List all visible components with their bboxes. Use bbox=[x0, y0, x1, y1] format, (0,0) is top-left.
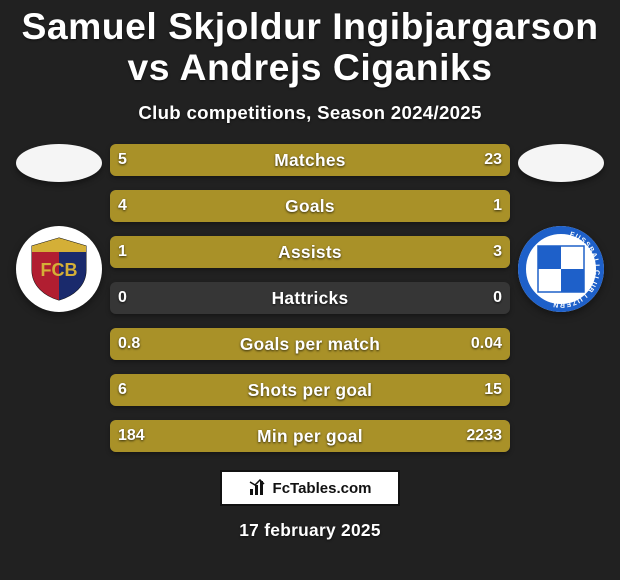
stat-label: Matches bbox=[110, 144, 510, 176]
stat-label: Shots per goal bbox=[110, 374, 510, 406]
stat-value-left: 1 bbox=[110, 236, 135, 268]
right-club-badge: FUSSBALLCLUB LUZERN bbox=[518, 226, 604, 312]
left-player-photo-placeholder bbox=[16, 144, 102, 182]
bar-chart-icon bbox=[249, 479, 267, 497]
stat-row: Shots per goal6 15 bbox=[110, 374, 510, 406]
stat-value-left: 0.8 bbox=[110, 328, 148, 360]
stat-label: Hattricks bbox=[110, 282, 510, 314]
stat-label: Goals bbox=[110, 190, 510, 222]
stat-value-right: 0 bbox=[485, 282, 510, 314]
stat-value-left: 184 bbox=[110, 420, 153, 452]
stat-value-left: 5 bbox=[110, 144, 135, 176]
stat-label: Goals per match bbox=[110, 328, 510, 360]
left-club-badge: FCB bbox=[16, 226, 102, 312]
stat-row: Hattricks0 0 bbox=[110, 282, 510, 314]
shield-icon: FCB bbox=[24, 234, 94, 304]
footer-date: 17 february 2025 bbox=[0, 520, 620, 541]
stat-row: Min per goal184 2233 bbox=[110, 420, 510, 452]
stat-value-left: 6 bbox=[110, 374, 135, 406]
comparison-title: Samuel Skjoldur Ingibjargarson vs Andrej… bbox=[0, 0, 620, 88]
stat-value-right: 3 bbox=[485, 236, 510, 268]
stat-value-right: 15 bbox=[476, 374, 510, 406]
stat-row: Assists1 3 bbox=[110, 236, 510, 268]
stat-label: Assists bbox=[110, 236, 510, 268]
comparison-area: FCB Matches523Goals41Assists13Hattricks0… bbox=[0, 144, 620, 452]
stat-label: Min per goal bbox=[110, 420, 510, 452]
stat-value-left: 4 bbox=[110, 190, 135, 222]
stat-value-right: 1 bbox=[485, 190, 510, 222]
stat-value-right: 0.04 bbox=[463, 328, 510, 360]
stat-row: Goals4 1 bbox=[110, 190, 510, 222]
stat-value-left: 0 bbox=[110, 282, 135, 314]
shield-icon: FUSSBALLCLUB LUZERN bbox=[518, 226, 604, 312]
left-player-column: FCB bbox=[8, 144, 110, 452]
right-player-column: FUSSBALLCLUB LUZERN bbox=[510, 144, 612, 452]
stat-value-right: 23 bbox=[476, 144, 510, 176]
stat-value-right: 2233 bbox=[458, 420, 510, 452]
stat-row: Matches5 23 bbox=[110, 144, 510, 176]
stat-row: Goals per match0.8 0.04 bbox=[110, 328, 510, 360]
season-subtitle: Club competitions, Season 2024/2025 bbox=[0, 102, 620, 124]
stat-bars: Matches523Goals41Assists13Hattricks00Goa… bbox=[110, 144, 510, 452]
site-badge-text: FcTables.com bbox=[273, 480, 372, 497]
site-badge: FcTables.com bbox=[220, 470, 400, 506]
left-club-letters: FCB bbox=[41, 260, 78, 280]
right-player-photo-placeholder bbox=[518, 144, 604, 182]
